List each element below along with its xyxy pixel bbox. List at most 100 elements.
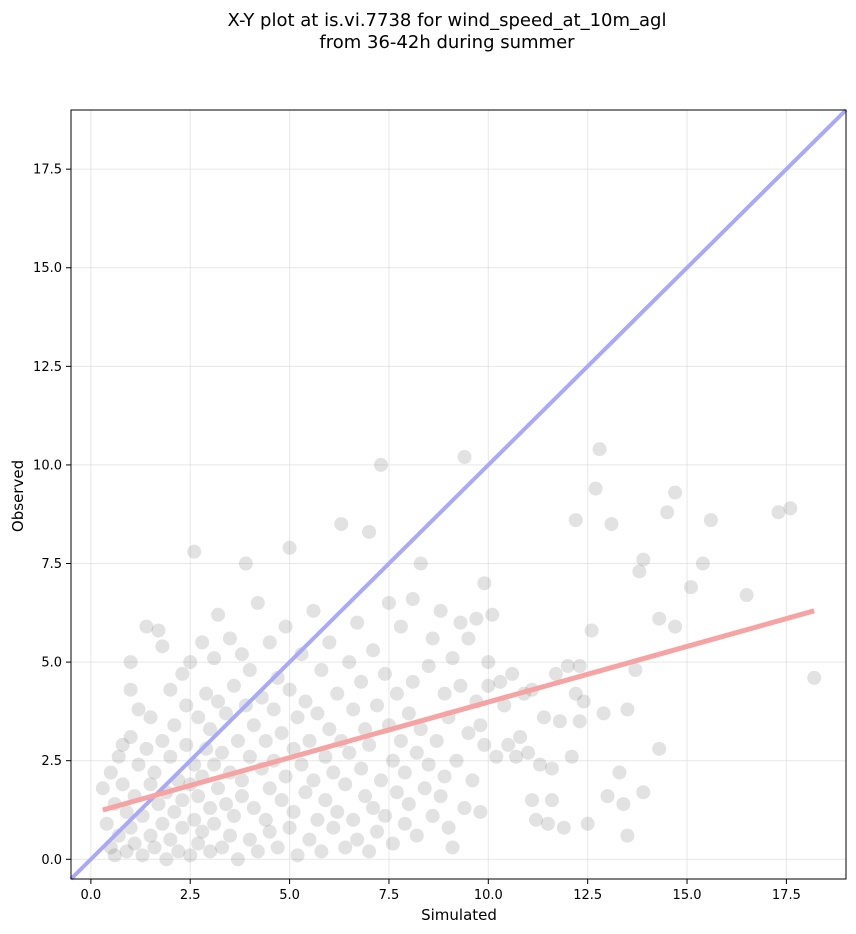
data-point-168 bbox=[393, 619, 408, 634]
data-point-84 bbox=[234, 789, 249, 804]
plot-frame bbox=[70, 109, 847, 880]
data-point-109 bbox=[282, 540, 297, 555]
data-point-169 bbox=[397, 816, 412, 831]
data-point-203 bbox=[473, 804, 488, 819]
data-point-241 bbox=[596, 706, 611, 721]
data-point-125 bbox=[310, 706, 325, 721]
data-point-184 bbox=[429, 733, 444, 748]
data-point-231 bbox=[564, 749, 579, 764]
data-point-73 bbox=[219, 797, 233, 812]
data-point-230 bbox=[560, 659, 575, 674]
x-tick-label-6: 15.0 bbox=[673, 888, 702, 903]
data-point-18 bbox=[131, 757, 146, 772]
x-tick-label-0: 0.0 bbox=[81, 888, 102, 903]
data-point-126 bbox=[314, 662, 329, 677]
x-tick-label-4: 10.0 bbox=[474, 888, 503, 903]
data-point-174 bbox=[405, 674, 420, 689]
data-point-187 bbox=[437, 769, 452, 784]
data-point-65 bbox=[207, 651, 222, 666]
data-point-91 bbox=[246, 718, 261, 733]
data-point-96 bbox=[258, 812, 273, 827]
data-point-149 bbox=[358, 722, 373, 737]
data-point-196 bbox=[457, 801, 472, 816]
data-point-261 bbox=[771, 505, 786, 520]
data-point-110 bbox=[282, 820, 297, 835]
data-point-106 bbox=[274, 726, 289, 741]
y-tick-label-0: 0.0 bbox=[41, 853, 62, 868]
data-point-24 bbox=[143, 828, 158, 843]
data-point-236 bbox=[576, 694, 591, 709]
data-point-25 bbox=[143, 777, 158, 792]
data-point-79 bbox=[226, 808, 241, 823]
scatter-points bbox=[95, 442, 822, 867]
data-point-66 bbox=[207, 757, 222, 772]
data-point-34 bbox=[159, 852, 174, 867]
data-point-179 bbox=[417, 781, 432, 796]
data-point-133 bbox=[326, 765, 341, 780]
data-point-115 bbox=[290, 848, 305, 863]
data-point-8 bbox=[115, 777, 130, 792]
data-point-159 bbox=[377, 666, 392, 681]
data-point-158 bbox=[374, 773, 388, 788]
data-point-229 bbox=[556, 820, 571, 835]
data-point-40 bbox=[167, 718, 182, 733]
data-point-14 bbox=[123, 730, 138, 745]
data-point-48 bbox=[183, 848, 198, 863]
data-point-75 bbox=[222, 631, 237, 646]
data-point-191 bbox=[445, 651, 460, 666]
data-point-20 bbox=[135, 848, 150, 863]
x-tick-label-2: 5.0 bbox=[279, 888, 300, 903]
data-point-164 bbox=[385, 753, 400, 768]
data-point-131 bbox=[322, 635, 337, 650]
data-point-12 bbox=[123, 682, 138, 697]
data-point-130 bbox=[322, 722, 337, 737]
data-point-157 bbox=[374, 457, 388, 472]
data-point-252 bbox=[652, 611, 667, 626]
data-point-9 bbox=[115, 737, 130, 752]
data-point-5 bbox=[107, 848, 122, 863]
data-point-226 bbox=[544, 793, 559, 808]
data-point-92 bbox=[250, 595, 265, 610]
data-point-255 bbox=[668, 485, 683, 500]
data-point-246 bbox=[620, 828, 635, 843]
data-point-86 bbox=[238, 556, 253, 571]
data-point-104 bbox=[270, 840, 285, 855]
data-point-239 bbox=[588, 481, 603, 496]
data-point-173 bbox=[405, 592, 420, 607]
data-point-214 bbox=[505, 666, 520, 681]
data-point-213 bbox=[501, 737, 516, 752]
data-point-172 bbox=[401, 797, 416, 812]
data-point-99 bbox=[262, 824, 277, 839]
data-point-38 bbox=[163, 832, 178, 847]
chart-title: X-Y plot at is.vi.7738 for wind_speed_at… bbox=[228, 10, 667, 53]
data-point-27 bbox=[147, 840, 162, 855]
data-point-177 bbox=[413, 556, 428, 571]
data-point-166 bbox=[389, 686, 404, 701]
data-point-197 bbox=[457, 450, 472, 465]
data-point-0 bbox=[95, 781, 110, 796]
data-point-53 bbox=[187, 544, 202, 559]
data-point-193 bbox=[449, 753, 464, 768]
x-axis-label: Simulated bbox=[421, 906, 497, 924]
data-point-44 bbox=[175, 793, 190, 808]
data-point-140 bbox=[342, 655, 357, 670]
y-tick-label-6: 15.0 bbox=[33, 261, 62, 276]
data-point-1 bbox=[99, 816, 114, 831]
data-point-119 bbox=[298, 694, 313, 709]
data-point-46 bbox=[179, 737, 194, 752]
data-point-59 bbox=[195, 824, 210, 839]
data-point-138 bbox=[338, 840, 353, 855]
data-point-144 bbox=[350, 615, 365, 630]
data-point-28 bbox=[147, 765, 162, 780]
data-point-208 bbox=[481, 678, 496, 693]
data-point-47 bbox=[179, 698, 194, 713]
data-point-98 bbox=[262, 635, 277, 650]
data-point-155 bbox=[370, 698, 385, 713]
data-point-244 bbox=[612, 765, 627, 780]
data-point-199 bbox=[461, 631, 476, 646]
data-point-180 bbox=[421, 659, 436, 674]
data-point-41 bbox=[171, 844, 186, 859]
data-point-242 bbox=[600, 789, 615, 804]
data-point-114 bbox=[290, 710, 305, 725]
data-point-247 bbox=[620, 702, 635, 717]
